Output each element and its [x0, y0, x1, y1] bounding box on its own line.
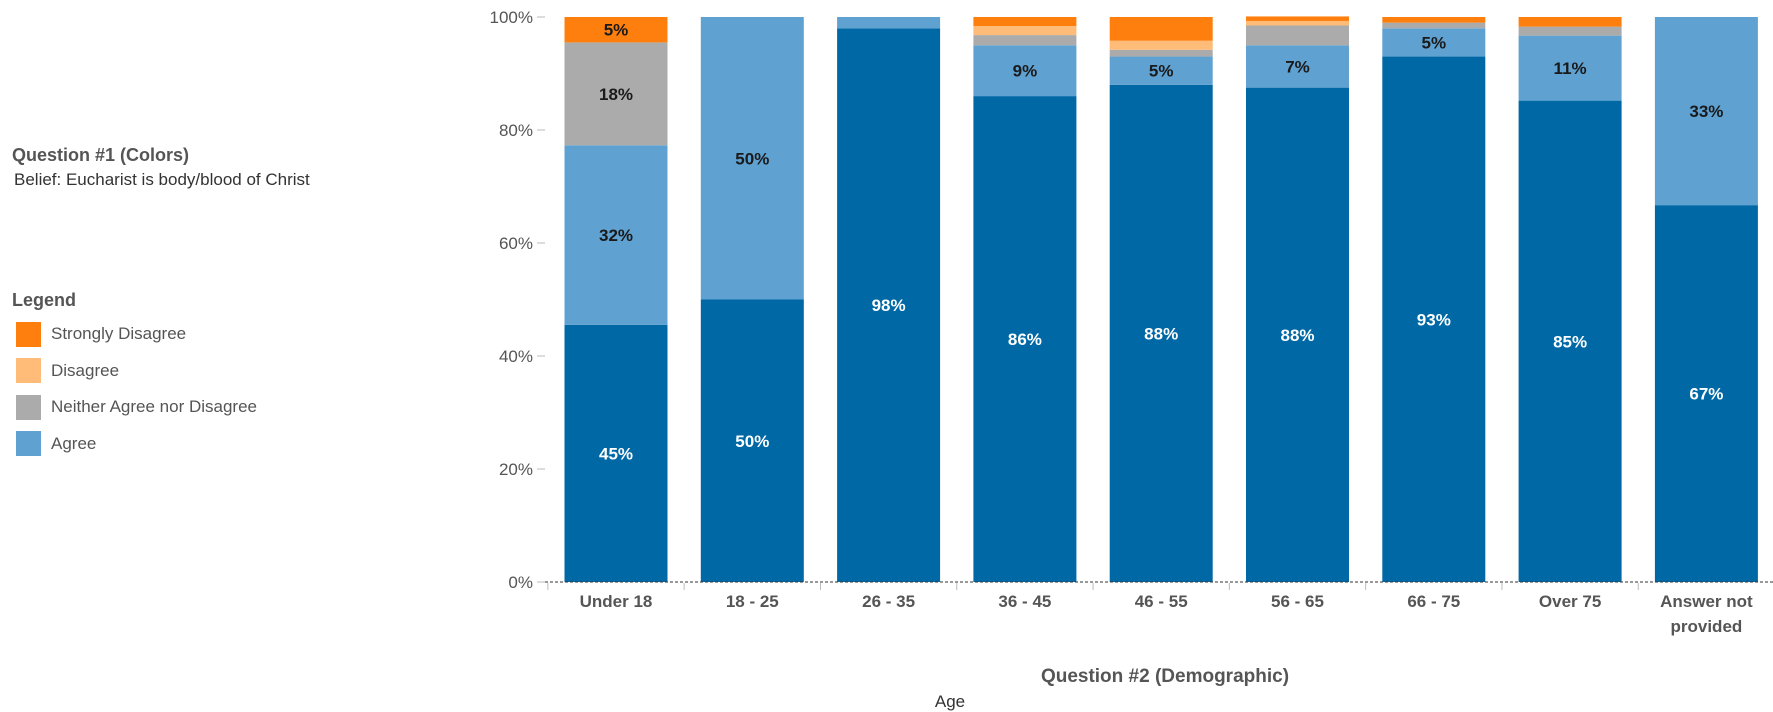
plot-area: 0% 20% 40% 60% 80% 100% 45% 32% 18% 5% Under 18 50%…: [490, 8, 1773, 636]
bar-segment: [1246, 87, 1349, 582]
y-tick-label: 60%: [499, 234, 533, 253]
x-category-label: 36 - 45: [998, 592, 1051, 611]
bar-segment: [1109, 40, 1213, 50]
bar-segment: [973, 35, 1077, 46]
x-category-label: 66 - 75: [1407, 592, 1460, 611]
legend-label: Neither Agree nor Disagree: [51, 397, 258, 417]
bar-segment: [1246, 25, 1349, 46]
x-category-label: Under 18: [580, 592, 653, 611]
legend-item-neither: Neither Agree nor Disagree: [16, 389, 257, 426]
bar-value-label: 5%: [1149, 62, 1174, 81]
y-tick-label: 0%: [508, 573, 533, 592]
legend-item-strongly-disagree: Strongly Disagree: [16, 316, 257, 353]
bar-value-label: 88%: [1144, 324, 1178, 343]
y-tick-label: 80%: [499, 121, 533, 140]
legend-label: Disagree: [51, 360, 120, 380]
bar-segment: [700, 17, 804, 300]
bar-value-label: 93%: [1417, 310, 1451, 329]
legend-swatch: [16, 358, 41, 384]
bar-value-label: 98%: [872, 296, 906, 315]
bar-segment: [1382, 22, 1486, 29]
legend: Strongly Disagree Disagree Neither Agree…: [16, 316, 257, 462]
bar-segment: [1246, 45, 1349, 88]
bar-segment: [973, 26, 1077, 36]
bar-segment: [1382, 28, 1486, 57]
question-subtitle: Belief: Eucharist is body/blood of Chris…: [14, 170, 310, 189]
legend-item-agree: Agree: [16, 426, 257, 463]
legend-label: Agree: [51, 433, 97, 453]
bar-value-label: 88%: [1280, 326, 1314, 345]
bar-segment: [1654, 17, 1758, 206]
legend-swatch: [16, 394, 41, 420]
bar-segment: [564, 17, 668, 43]
legend-item-disagree: Disagree: [16, 353, 257, 390]
bar-segment: [973, 45, 1077, 97]
bar-value-label: 85%: [1553, 332, 1587, 351]
y-tick-label: 40%: [499, 347, 533, 366]
bar-value-label: 86%: [1008, 330, 1042, 349]
x-category-label: 26 - 35: [862, 592, 915, 611]
bar-segment: [1518, 35, 1622, 101]
legend-title: Legend: [12, 290, 77, 310]
y-tick-label: 20%: [499, 460, 533, 479]
bar-segment: [973, 96, 1077, 582]
question-title: Question #1 (Colors): [12, 145, 190, 165]
bar-segment: [1518, 26, 1622, 36]
bar-value-label: 45%: [599, 444, 633, 463]
legend-label: Strongly Disagree: [51, 324, 187, 344]
bar-segment: [564, 42, 668, 146]
legend-swatch: [16, 431, 41, 457]
bar-segment: [700, 299, 804, 582]
bar-value-label: 67%: [1689, 385, 1723, 404]
x-category-label: provided: [1671, 617, 1743, 636]
bar-segment: [837, 17, 941, 29]
y-tick-label: 100%: [490, 8, 533, 27]
x-category-label: 46 - 55: [1135, 592, 1188, 611]
bar-segment: [973, 17, 1077, 27]
bar-value-label: 18%: [599, 85, 633, 104]
x-axis-title: Question #2 (Demographic): [1041, 666, 1289, 687]
x-category-label: Over 75: [1539, 592, 1601, 611]
bar-value-label: 50%: [735, 149, 769, 168]
x-category-label: 56 - 65: [1271, 592, 1324, 611]
x-category-label: 18 - 25: [726, 592, 779, 611]
bar-segment: [1109, 56, 1213, 85]
bar-segment: [564, 324, 668, 582]
bar-segment: [1246, 20, 1349, 26]
bar-value-label: 32%: [599, 226, 633, 245]
legend-swatch: [16, 321, 41, 347]
bar-value-label: 5%: [1422, 33, 1447, 52]
bar-segment: [1382, 17, 1486, 23]
bar-segment: [1518, 17, 1622, 27]
bar-segment: [837, 28, 941, 583]
bar-segment: [1518, 100, 1622, 583]
bar-segment: [1246, 16, 1349, 21]
bar-value-label: 5%: [604, 21, 629, 40]
bar-value-label: 33%: [1689, 102, 1723, 121]
bar-segment: [1109, 49, 1213, 57]
bar-value-label: 11%: [1554, 59, 1587, 78]
bar-value-label: 7%: [1285, 57, 1310, 76]
bar-value-label: 50%: [735, 432, 769, 451]
bar-segment: [564, 145, 668, 325]
bar-segment: [1654, 205, 1758, 582]
bar-segment: [1109, 84, 1213, 583]
bar-segment: [1382, 56, 1486, 583]
x-axis-subtitle: Age: [935, 692, 965, 711]
bar-segment: [1109, 17, 1213, 41]
x-category-label: Answer not: [1660, 592, 1753, 611]
bar-value-label: 9%: [1013, 62, 1038, 81]
